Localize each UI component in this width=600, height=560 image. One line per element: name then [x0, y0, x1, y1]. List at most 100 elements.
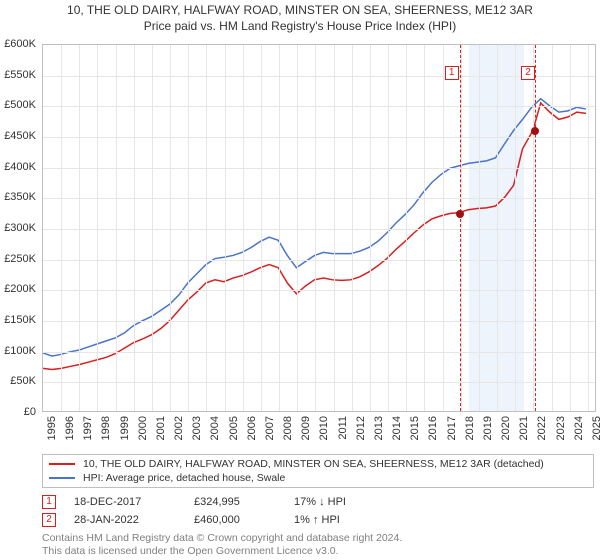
legend: 10, THE OLD DAIRY, HALFWAY ROAD, MINSTER… — [42, 454, 594, 488]
y-axis-label: £0 — [24, 406, 36, 418]
x-axis-label: 2023 — [555, 416, 567, 440]
footnote-line1: Contains HM Land Registry data © Crown c… — [42, 532, 402, 545]
gridline-v — [79, 45, 80, 411]
gridline-v — [206, 45, 207, 411]
x-axis-label: 1998 — [100, 416, 112, 440]
gridline-v — [443, 45, 444, 411]
sale-delta: 17% ↓ HPI — [294, 496, 394, 508]
gridline-v — [552, 45, 553, 411]
x-axis-label: 2012 — [355, 416, 367, 440]
gridline-v — [61, 45, 62, 411]
y-axis-label: £350K — [4, 191, 36, 203]
sale-vline — [460, 45, 461, 411]
x-axis-label: 2024 — [573, 416, 585, 440]
gridline-h — [43, 352, 595, 353]
x-axis-label: 2000 — [137, 416, 149, 440]
y-axis-label: £250K — [4, 253, 36, 265]
gridline-h — [43, 321, 595, 322]
x-axis-label: 2015 — [409, 416, 421, 440]
gridline-v — [570, 45, 571, 411]
x-axis-label: 2010 — [318, 416, 330, 440]
x-axis-label: 2002 — [173, 416, 185, 440]
x-axis-label: 1995 — [46, 416, 58, 440]
legend-label: HPI: Average price, detached house, Swal… — [83, 472, 285, 484]
chart-title-block: 10, THE OLD DAIRY, HALFWAY ROAD, MINSTER… — [0, 0, 600, 34]
sale-dot — [531, 127, 539, 135]
gridline-v — [170, 45, 171, 411]
legend-row: HPI: Average price, detached house, Swal… — [49, 471, 587, 485]
gridline-v — [406, 45, 407, 411]
x-axis-label: 2007 — [264, 416, 276, 440]
x-axis-label: 2025 — [591, 416, 600, 440]
y-axis-label: £200K — [4, 283, 36, 295]
sale-price: £460,000 — [194, 514, 294, 526]
gridline-v — [515, 45, 516, 411]
y-axis-label: £300K — [4, 222, 36, 234]
x-axis-label: 2014 — [391, 416, 403, 440]
gridline-h — [43, 382, 595, 383]
sale-marker-label: 2 — [521, 66, 535, 80]
sale-date: 18-DEC-2017 — [74, 496, 194, 508]
legend-label: 10, THE OLD DAIRY, HALFWAY ROAD, MINSTER… — [83, 458, 544, 470]
gridline-v — [97, 45, 98, 411]
gridline-v — [388, 45, 389, 411]
x-axis-labels: 1995199619971998199920002001200220032004… — [42, 414, 596, 450]
legend-swatch — [49, 477, 75, 479]
chart-title-line1: 10, THE OLD DAIRY, HALFWAY ROAD, MINSTER… — [0, 2, 600, 18]
x-axis-label: 2003 — [191, 416, 203, 440]
y-axis-label: £400K — [4, 161, 36, 173]
footnote: Contains HM Land Registry data © Crown c… — [42, 532, 402, 558]
gridline-h — [43, 290, 595, 291]
y-axis-label: £100K — [4, 345, 36, 357]
x-axis-label: 2006 — [246, 416, 258, 440]
plot-area: 12 — [42, 44, 596, 412]
y-axis-label: £50K — [10, 375, 36, 387]
y-axis-label: £500K — [4, 99, 36, 111]
y-axis-label: £150K — [4, 314, 36, 326]
x-axis-label: 2018 — [464, 416, 476, 440]
x-axis-label: 2016 — [427, 416, 439, 440]
y-axis-label: £450K — [4, 130, 36, 142]
x-axis-label: 2021 — [518, 416, 530, 440]
gridline-v — [116, 45, 117, 411]
gridline-v — [315, 45, 316, 411]
sale-marker-label: 1 — [445, 66, 459, 80]
sale-marker-box: 1 — [42, 495, 56, 509]
x-axis-label: 2022 — [536, 416, 548, 440]
sale-date: 28-JAN-2022 — [74, 514, 194, 526]
gridline-v — [352, 45, 353, 411]
x-axis-label: 1996 — [64, 416, 76, 440]
chart-svg — [43, 45, 595, 411]
x-axis-label: 2017 — [446, 416, 458, 440]
gridline-v — [188, 45, 189, 411]
x-axis-label: 2008 — [282, 416, 294, 440]
x-axis-label: 2004 — [209, 416, 221, 440]
sale-delta: 1% ↑ HPI — [294, 514, 394, 526]
footnote-line2: This data is licensed under the Open Gov… — [42, 545, 402, 558]
gridline-h — [43, 106, 595, 107]
x-axis-label: 1997 — [82, 416, 94, 440]
x-axis-label: 2009 — [300, 416, 312, 440]
sale-row: 1 18-DEC-2017 £324,995 17% ↓ HPI — [42, 494, 594, 510]
x-axis-label: 2013 — [373, 416, 385, 440]
gridline-v — [261, 45, 262, 411]
legend-row: 10, THE OLD DAIRY, HALFWAY ROAD, MINSTER… — [49, 457, 587, 471]
x-axis-label: 2020 — [500, 416, 512, 440]
gridline-v — [479, 45, 480, 411]
x-axis-label: 2011 — [337, 416, 349, 440]
chart-title-line2: Price paid vs. HM Land Registry's House … — [0, 18, 600, 34]
gridline-h — [43, 260, 595, 261]
y-axis-labels: £0£50K£100K£150K£200K£250K£300K£350K£400… — [0, 44, 40, 412]
gridline-h — [43, 168, 595, 169]
gridline-v — [334, 45, 335, 411]
gridline-v — [297, 45, 298, 411]
gridline-h — [43, 229, 595, 230]
legend-swatch — [49, 463, 75, 465]
gridline-h — [43, 198, 595, 199]
sale-dot — [456, 210, 464, 218]
x-axis-label: 2001 — [155, 416, 167, 440]
y-axis-label: £550K — [4, 69, 36, 81]
gridline-v — [424, 45, 425, 411]
gridline-v — [225, 45, 226, 411]
sale-marker-box: 2 — [42, 513, 56, 527]
